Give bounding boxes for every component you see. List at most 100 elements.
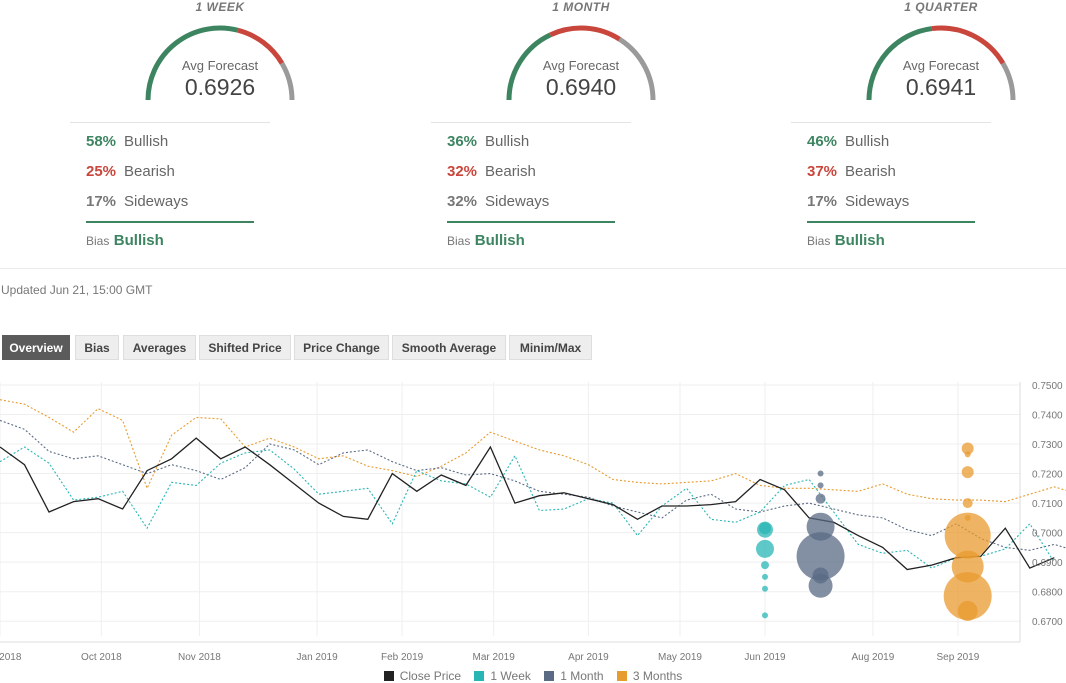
tab-minim-max[interactable]: Minim/Max xyxy=(509,335,592,360)
bullish-label: Bullish xyxy=(845,133,890,150)
gauge-segment-bear xyxy=(237,27,285,65)
bearish-row: 32% Bearish xyxy=(447,163,536,180)
tab-smooth-average[interactable]: Smooth Average xyxy=(392,335,506,360)
sideways-pct: 17% xyxy=(807,193,838,210)
gauge-segment-bull xyxy=(506,32,552,101)
bias-divider xyxy=(447,221,615,223)
sideways-pct: 32% xyxy=(447,193,478,210)
divider xyxy=(791,122,991,123)
y-tick-label: 0.6700 xyxy=(1032,617,1063,628)
bearish-pct: 25% xyxy=(86,163,117,180)
tab-price-change[interactable]: Price Change xyxy=(294,335,389,360)
forecast-bubble-quarter xyxy=(957,600,978,621)
bias-value: Bullish xyxy=(474,232,525,249)
gauge-segment-side xyxy=(279,62,295,101)
avg-forecast-value: 0.6941 xyxy=(905,74,977,100)
y-tick-label: 0.7300 xyxy=(1032,440,1063,451)
bias-value: Bullish xyxy=(113,232,164,249)
forecast-bubble-week xyxy=(762,573,768,580)
gauge-segment-bull xyxy=(145,25,239,101)
tab-bias[interactable]: Bias xyxy=(75,335,119,360)
tab-shifted-price[interactable]: Shifted Price xyxy=(199,335,291,360)
legend-swatch xyxy=(616,671,627,681)
x-tick-label: Sep 2018 xyxy=(0,652,22,663)
forecast-bubble-week xyxy=(756,539,774,558)
avg-forecast-label: Avg Forecast xyxy=(542,58,620,73)
bearish-label: Bearish xyxy=(124,163,175,180)
series-line-month xyxy=(0,419,1066,551)
forecast-gauge xyxy=(506,25,656,101)
tab-averages[interactable]: Averages xyxy=(123,335,196,360)
series-line-quarter xyxy=(0,399,1066,503)
bullish-pct: 58% xyxy=(86,133,117,150)
forecast-bubble-quarter xyxy=(961,442,974,455)
bias-label: Bias xyxy=(807,234,831,248)
bullish-pct: 46% xyxy=(807,133,838,150)
y-tick-label: 0.7000 xyxy=(1032,529,1063,540)
gauge-segment-bull xyxy=(866,26,933,101)
sideways-pct: 17% xyxy=(86,193,117,210)
forecast-bubble-month xyxy=(817,482,824,489)
forecast-bubble-quarter xyxy=(961,466,974,479)
bearish-label: Bearish xyxy=(845,163,896,180)
legend-swatch xyxy=(544,671,555,681)
bias-summary: Bias Bullish xyxy=(447,232,525,250)
bearish-pct: 37% xyxy=(807,163,838,180)
legend-item-1-month[interactable]: 1 Month xyxy=(544,669,604,683)
section-divider xyxy=(0,268,1066,269)
bullish-row: 46% Bullish xyxy=(807,133,889,150)
bias-value: Bullish xyxy=(834,232,885,249)
forecast-bubble-quarter xyxy=(944,512,991,559)
panel-1-week: 1 WEEK Avg Forecast 0.6926 58% Bullish 25… xyxy=(70,0,370,262)
bearish-label: Bearish xyxy=(485,163,536,180)
updated-timestamp: Updated Jun 21, 15:00 GMT xyxy=(1,283,153,297)
forecast-bubble-month xyxy=(815,493,826,504)
forecast-chart: 0.7500 0.7400 0.7300 0.7200 0.7100 0.7000 0.69… xyxy=(0,381,1066,663)
gauge-segment-side xyxy=(1000,62,1016,101)
y-tick-label: 0.6900 xyxy=(1032,558,1063,569)
x-tick-label: May 2019 xyxy=(658,652,702,663)
forecast-bubble-week xyxy=(761,561,769,570)
panel-title: 1 WEEK xyxy=(195,0,245,14)
forecast-bubble-month xyxy=(796,532,845,581)
series-line-week xyxy=(0,446,1055,569)
bearish-row: 25% Bearish xyxy=(86,163,175,180)
panel-title: 1 MONTH xyxy=(552,0,610,14)
legend-item-1-week[interactable]: 1 Week xyxy=(474,669,531,683)
legend-label: 1 Month xyxy=(560,669,604,683)
y-tick-label: 0.7200 xyxy=(1032,470,1063,481)
bias-divider xyxy=(86,221,254,223)
x-tick-label: Aug 2019 xyxy=(851,652,894,663)
forecast-bubble-quarter xyxy=(943,572,992,621)
bullish-row: 36% Bullish xyxy=(447,133,529,150)
sideways-row: 17% Sideways xyxy=(807,193,909,210)
x-tick-label: Jun 2019 xyxy=(744,652,786,663)
bias-label: Bias xyxy=(447,234,471,248)
sideways-label: Sideways xyxy=(124,193,189,210)
x-tick-label: Nov 2018 xyxy=(178,652,221,663)
legend-swatch xyxy=(383,671,394,681)
legend-label: 3 Months xyxy=(632,669,683,683)
chart-legend: Close Price 1 Week 1 Month 3 Months xyxy=(0,669,1066,683)
gauge-segment-bear xyxy=(931,25,1006,65)
tab-overview[interactable]: Overview xyxy=(2,335,70,360)
y-axis: 0.7500 0.7400 0.7300 0.7200 0.7100 0.7000 0.69… xyxy=(1032,381,1063,628)
x-axis: Sep 2018 Oct 2018 Nov 2018 Jan 2019 Feb 2019… xyxy=(0,652,980,663)
bias-summary: Bias Bullish xyxy=(807,232,885,250)
x-tick-label: Feb 2019 xyxy=(381,652,424,663)
chart-bubbles xyxy=(756,442,992,621)
x-tick-label: Apr 2019 xyxy=(568,652,609,663)
legend-label: Close Price xyxy=(399,669,462,683)
legend-item-3-months[interactable]: 3 Months xyxy=(616,669,683,683)
sideways-label: Sideways xyxy=(845,193,910,210)
chart-series xyxy=(0,399,1066,571)
bias-label: Bias xyxy=(86,234,110,248)
sideways-label: Sideways xyxy=(485,193,550,210)
forecast-bubble-week xyxy=(762,612,768,619)
avg-forecast-value: 0.6926 xyxy=(184,74,256,100)
bias-divider xyxy=(807,221,975,223)
avg-forecast-label: Avg Forecast xyxy=(181,58,259,73)
avg-forecast-label: Avg Forecast xyxy=(902,58,980,73)
y-tick-label: 0.7100 xyxy=(1032,499,1063,510)
legend-item-close-price[interactable]: Close Price xyxy=(383,669,462,683)
